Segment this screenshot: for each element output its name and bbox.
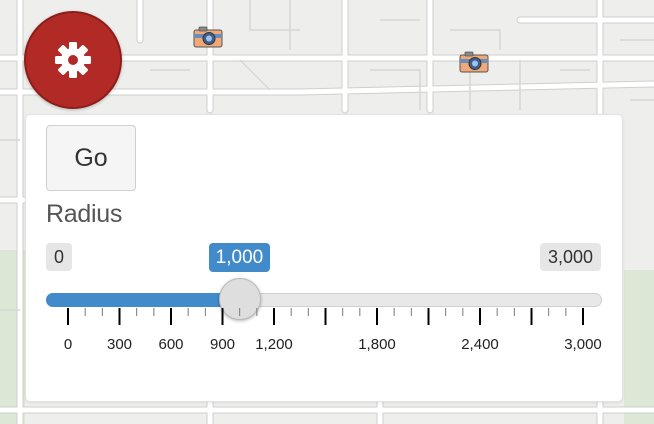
camera-icon[interactable] <box>459 51 489 73</box>
slider-value-label: 1,000 <box>208 243 271 272</box>
go-button[interactable]: Go <box>46 125 136 191</box>
settings-panel: Go Radius 0 1,000 3,000 0 300 600 900 1,200 1… <box>25 114 623 402</box>
slider-fill <box>46 293 240 307</box>
tick-label: 3,000 <box>564 336 602 353</box>
park-area <box>624 270 654 424</box>
gear-icon <box>55 42 91 78</box>
tick-label: 2,400 <box>461 336 499 353</box>
slider-max-label: 3,000 <box>540 243 602 271</box>
radius-label: Radius <box>46 200 123 228</box>
settings-button[interactable] <box>24 11 122 109</box>
tick-label: 1,800 <box>358 336 396 353</box>
tick-label: 0 <box>64 336 72 353</box>
camera-icon[interactable] <box>193 26 223 48</box>
tick-label: 300 <box>107 336 132 353</box>
slider-handle[interactable] <box>218 278 261 320</box>
tick-label: 600 <box>158 336 183 353</box>
tick-label: 900 <box>210 336 235 353</box>
slider-min-label: 0 <box>46 243 73 271</box>
tick-label: 1,200 <box>255 336 293 353</box>
